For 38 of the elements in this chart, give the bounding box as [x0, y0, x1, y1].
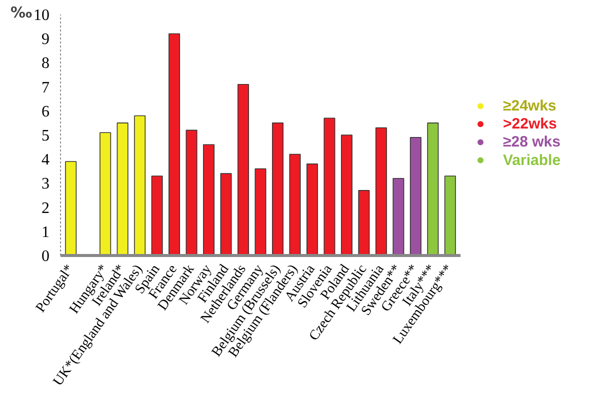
legend-label: >22wks	[503, 116, 557, 133]
bar	[220, 173, 232, 256]
bar	[151, 176, 163, 256]
bar	[134, 115, 146, 256]
bar	[186, 130, 198, 256]
bar	[358, 190, 370, 256]
bar	[375, 127, 387, 256]
bar	[238, 84, 250, 256]
bar	[100, 132, 112, 256]
y-tick-label: 3	[42, 176, 50, 193]
bar	[254, 168, 266, 256]
bar	[65, 161, 77, 256]
y-axis-title: ‰	[10, 4, 32, 22]
legend-label: ≥24wks	[503, 98, 556, 115]
bar	[203, 144, 215, 256]
bar	[289, 154, 301, 256]
bar	[272, 122, 284, 256]
legend-label: Variable	[503, 152, 561, 169]
bar	[306, 164, 318, 256]
bar	[392, 178, 404, 256]
y-tick-label: 5	[42, 128, 50, 144]
y-tick-label: 8	[42, 55, 50, 72]
bar	[340, 134, 352, 256]
y-tick-label: 6	[42, 103, 50, 120]
bar	[116, 122, 128, 256]
y-tick-label: 1	[42, 224, 50, 241]
legend-label: ≥28 wks	[503, 134, 560, 151]
bar	[427, 122, 439, 256]
bar	[168, 33, 180, 256]
bar	[324, 118, 336, 256]
bar	[444, 176, 456, 256]
y-tick-label: 10	[34, 7, 50, 24]
y-tick-label: 0	[42, 248, 50, 265]
y-tick-label: 4	[42, 152, 50, 169]
y-tick-label: 2	[42, 200, 50, 217]
bar	[410, 137, 422, 256]
y-tick-label: 7	[42, 79, 50, 96]
y-tick-label: 9	[42, 31, 50, 48]
